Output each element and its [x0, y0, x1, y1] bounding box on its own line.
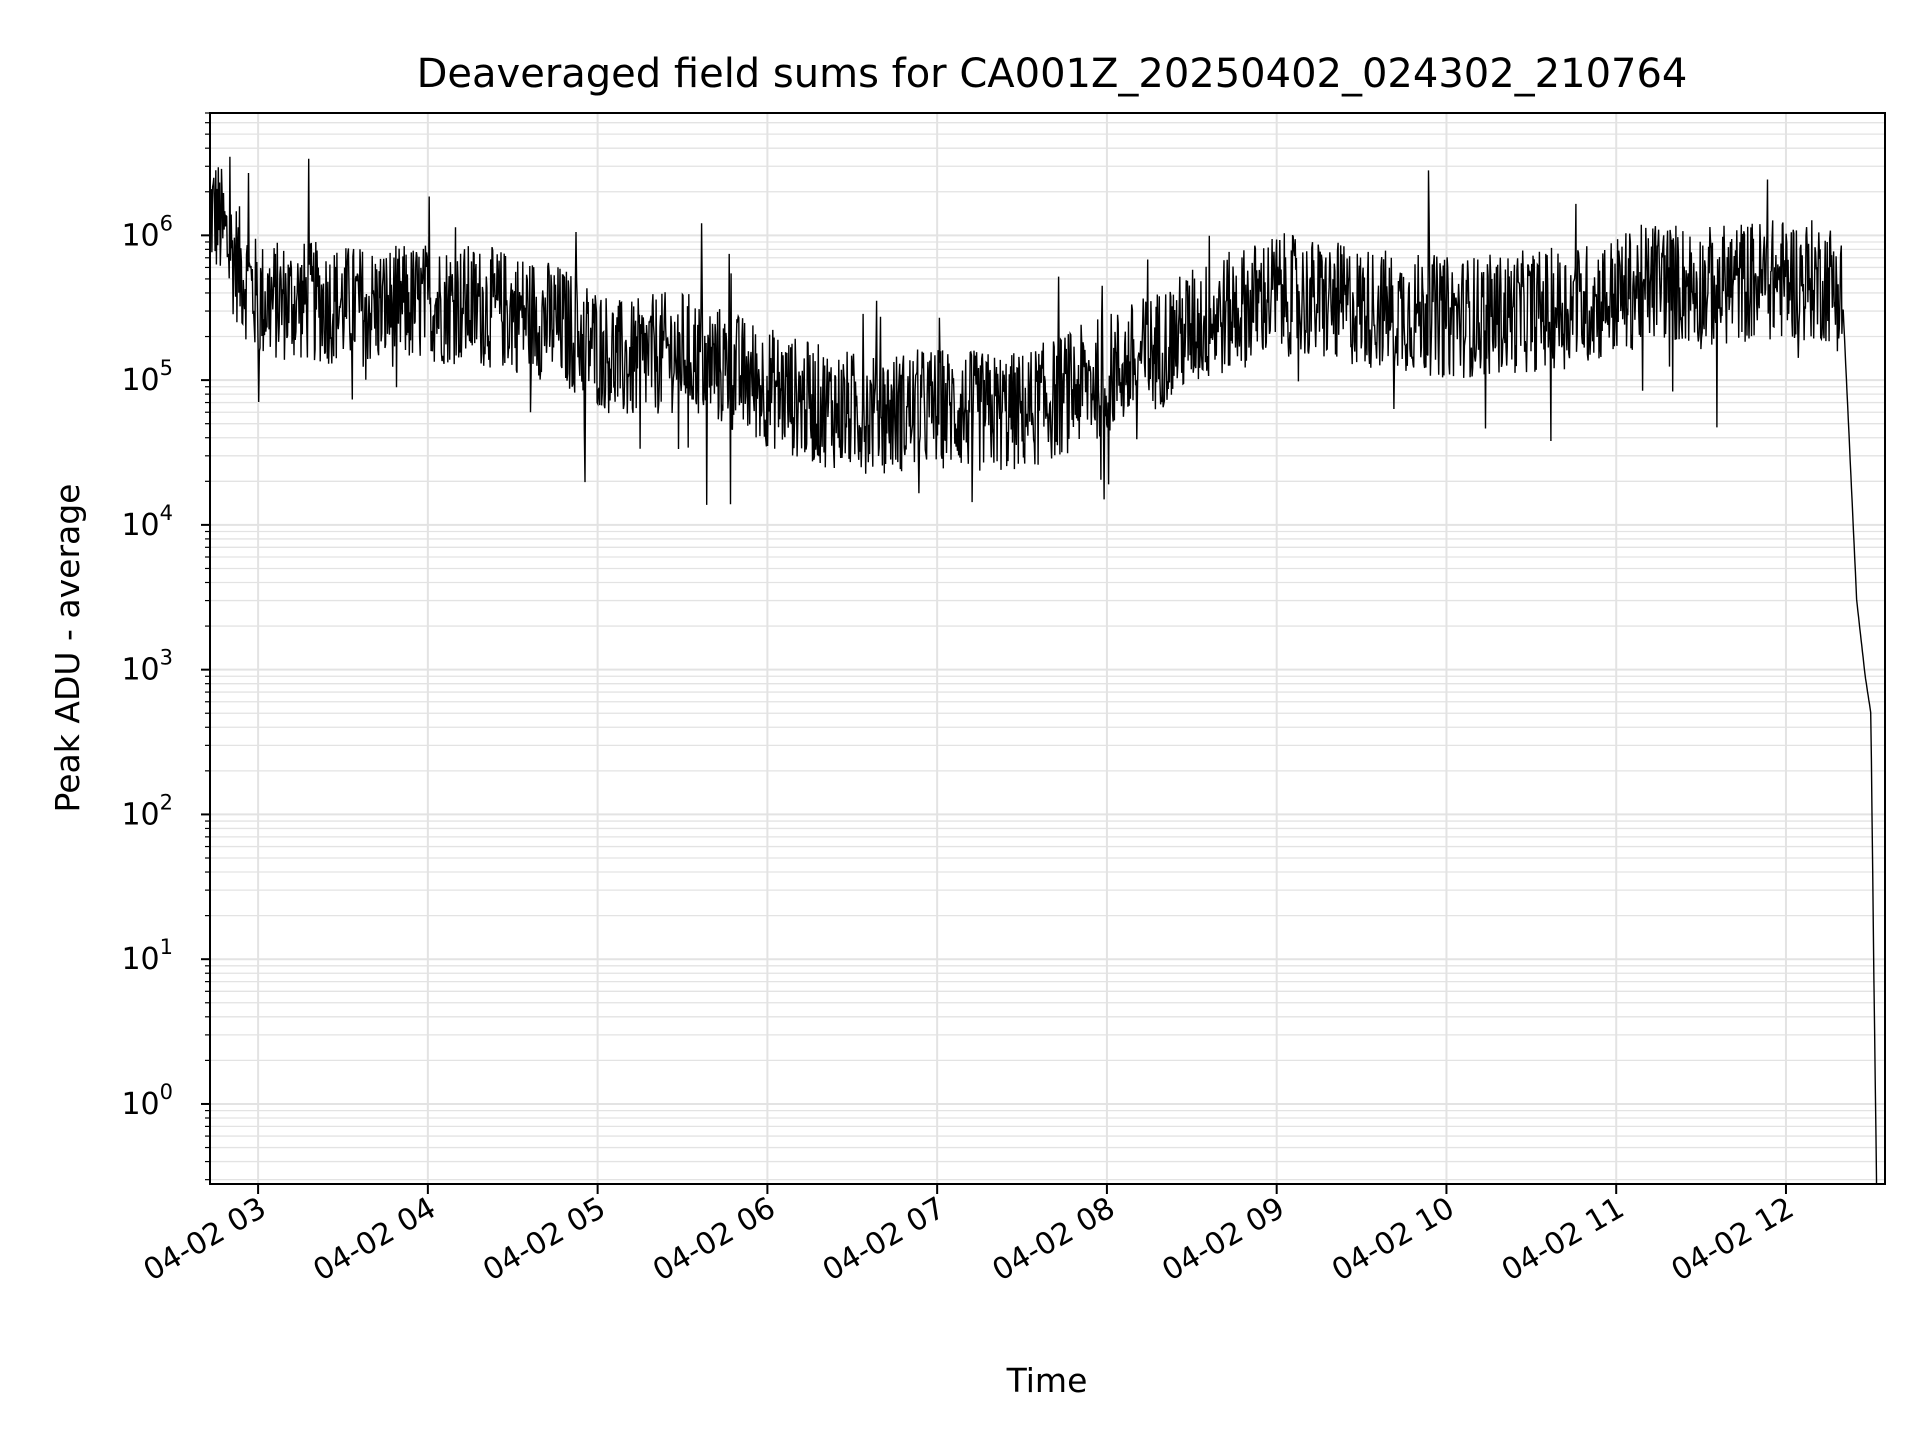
y-tick-label: 102	[121, 790, 173, 832]
y-tick-label: 100	[121, 1080, 173, 1122]
y-axis: 100 101 102 103 104 105 106	[121, 112, 210, 1181]
y-tick-label: 104	[121, 501, 173, 543]
y-tick-label: 101	[121, 935, 173, 977]
y-axis-label: Peak ADU - average	[48, 484, 87, 813]
plot-frame	[209, 112, 1886, 1185]
y-tick-label: 106	[121, 211, 173, 253]
grid-major	[210, 113, 1885, 1184]
y-tick-label: 105	[121, 356, 173, 398]
series-line	[209, 156, 1878, 1184]
x-axis-label: Time	[1006, 1361, 1088, 1400]
chart-title: Deaveraged field sums for CA001Z_2025040…	[417, 51, 1688, 97]
y-tick-label: 103	[121, 646, 173, 688]
